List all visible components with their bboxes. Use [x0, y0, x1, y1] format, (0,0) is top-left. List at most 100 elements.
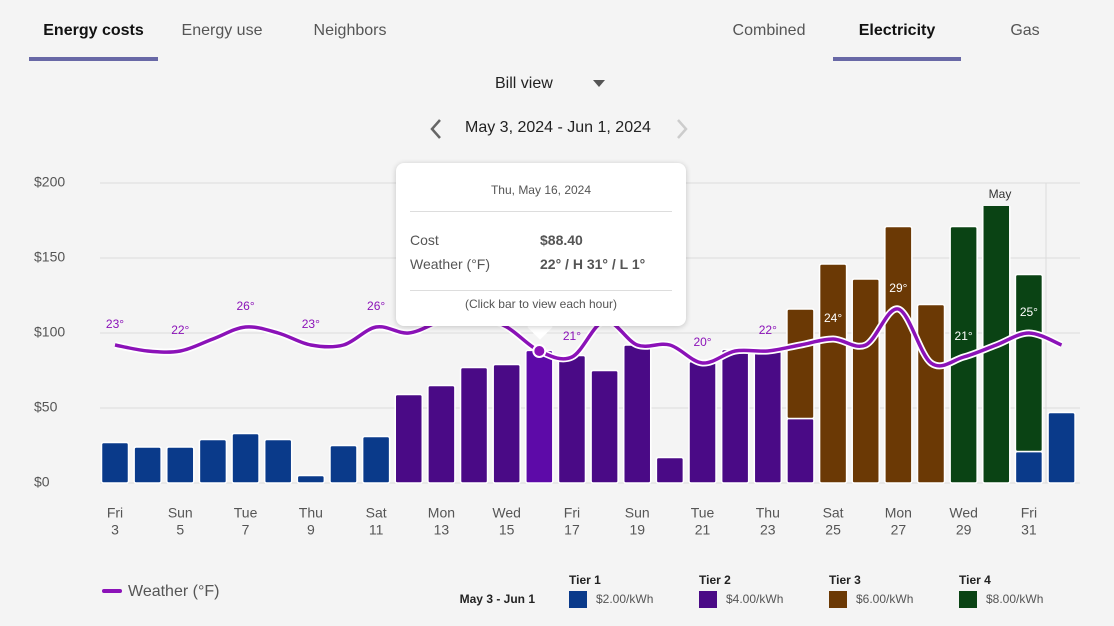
legend-rate: $6.00/kWh — [856, 592, 913, 606]
bar-segment — [590, 369, 619, 484]
x-tick-day: 31 — [1021, 522, 1037, 538]
legend-label: Tier 2 — [699, 573, 731, 587]
x-tick-weekday: Fri — [564, 505, 580, 521]
weather-label: 22° — [171, 323, 189, 337]
tooltip-value: 22° / H 31° / L 1° — [540, 256, 646, 272]
y-tick-label: $150 — [34, 249, 65, 265]
weather-label: 24° — [824, 311, 842, 325]
prev-arrow[interactable] — [428, 118, 444, 140]
tab-underline — [833, 57, 961, 61]
dropdown-arrow[interactable] — [592, 79, 606, 89]
x-tick-day: 9 — [307, 522, 315, 538]
bar-segment — [329, 444, 358, 484]
legend-swatch — [699, 591, 717, 608]
legend-label: Weather (°F) — [128, 583, 219, 600]
date-range: May 3, 2024 - Jun 1, 2024 — [465, 119, 651, 136]
x-tick-weekday: Thu — [299, 505, 323, 521]
x-tick-weekday: Sat — [366, 505, 387, 521]
weather-label: 29° — [889, 281, 907, 295]
weather-label: 21° — [955, 329, 973, 343]
tab[interactable]: Gas — [1010, 22, 1040, 39]
bar-segment — [296, 474, 326, 484]
tab[interactable]: Electricity — [858, 22, 936, 39]
legend-rate: $4.00/kWh — [726, 592, 783, 606]
weather-label: 23° — [302, 317, 320, 331]
tab-underline — [29, 57, 158, 61]
bar-segment — [459, 366, 489, 484]
x-tick-weekday: Wed — [492, 505, 521, 521]
bar-segment — [394, 393, 424, 484]
bar-segment — [166, 446, 195, 484]
x-tick-day: 5 — [176, 522, 184, 538]
tab[interactable]: Energy use — [181, 22, 263, 39]
weather-line — [114, 307, 1063, 368]
x-tick-weekday: Mon — [885, 505, 912, 521]
x-tick-weekday: Thu — [756, 505, 780, 521]
x-tick-day: 21 — [695, 522, 711, 538]
tooltip-date: Thu, May 16, 2024 — [490, 183, 592, 197]
x-tick-day: 7 — [242, 522, 250, 538]
next-arrow[interactable] — [674, 118, 690, 140]
bar-segment — [786, 308, 815, 420]
weather-label: 21° — [563, 329, 581, 343]
legend-swatch — [569, 591, 587, 608]
legend-swatch — [829, 591, 847, 608]
bar-segment — [851, 278, 880, 484]
legend-swatch — [959, 591, 977, 608]
bar-segment — [1014, 273, 1044, 453]
y-tick-label: $100 — [34, 324, 65, 340]
bar-segment — [525, 349, 554, 484]
weather-label: 26° — [367, 299, 385, 313]
bar-segment — [916, 303, 946, 484]
x-tick-weekday: Sun — [168, 505, 193, 521]
bar-segment — [688, 360, 717, 484]
legend-label: Tier 3 — [829, 573, 861, 587]
separator — [410, 290, 672, 291]
bar-segment — [361, 435, 391, 484]
x-tick-day: 15 — [499, 522, 515, 538]
tooltip-value: $88.40 — [540, 232, 583, 248]
x-tick-day: 25 — [825, 522, 841, 538]
annotation-box — [977, 184, 1024, 206]
x-tick-day: 29 — [956, 522, 972, 538]
x-tick-weekday: Fri — [107, 505, 123, 521]
x-tick-day: 13 — [434, 522, 450, 538]
x-tick-day: 23 — [760, 522, 776, 538]
x-tick-weekday: Mon — [428, 505, 455, 521]
tooltip-note: (Click bar to view each hour) — [464, 297, 618, 311]
x-tick-day: 3 — [111, 522, 119, 538]
bar-segment — [263, 438, 293, 484]
bar-segment — [1014, 450, 1044, 484]
x-tick-weekday: Sat — [823, 505, 844, 521]
x-tick-weekday: Tue — [234, 505, 258, 521]
x-tick-weekday: Wed — [949, 505, 978, 521]
tooltip-label: Weather (°F) — [410, 256, 491, 272]
legend-period: May 3 - Jun 1 — [460, 592, 536, 606]
selected-point — [532, 344, 547, 358]
legend-rate: $2.00/kWh — [596, 592, 653, 606]
tooltip-label: Cost — [410, 232, 439, 248]
annotation: May — [989, 187, 1012, 201]
weather-label: 20° — [693, 335, 711, 349]
x-tick-day: 27 — [891, 522, 907, 538]
tab[interactable]: Energy costs — [43, 22, 144, 39]
bar-segment — [198, 438, 228, 484]
bar-segment — [884, 225, 913, 484]
bar-segment — [818, 263, 848, 484]
tooltip: Thu, May 16, 2024 Cost $88.40 Weather (°… — [396, 163, 686, 326]
x-tick-weekday: Fri — [1021, 505, 1037, 521]
x-tick-day: 19 — [629, 522, 645, 538]
tab[interactable]: Combined — [732, 22, 806, 39]
bar-segment — [622, 344, 652, 484]
bar-segment — [231, 432, 260, 484]
y-tick-label: $50 — [34, 399, 58, 415]
x-tick-day: 17 — [564, 522, 580, 538]
bar-segment — [133, 446, 162, 484]
weather-label: 23° — [106, 317, 124, 331]
tab[interactable]: Neighbors — [313, 22, 387, 39]
x-tick-weekday: Tue — [691, 505, 715, 521]
view-dropdown[interactable]: Bill view — [495, 75, 553, 92]
y-tick-label: $200 — [34, 174, 65, 190]
